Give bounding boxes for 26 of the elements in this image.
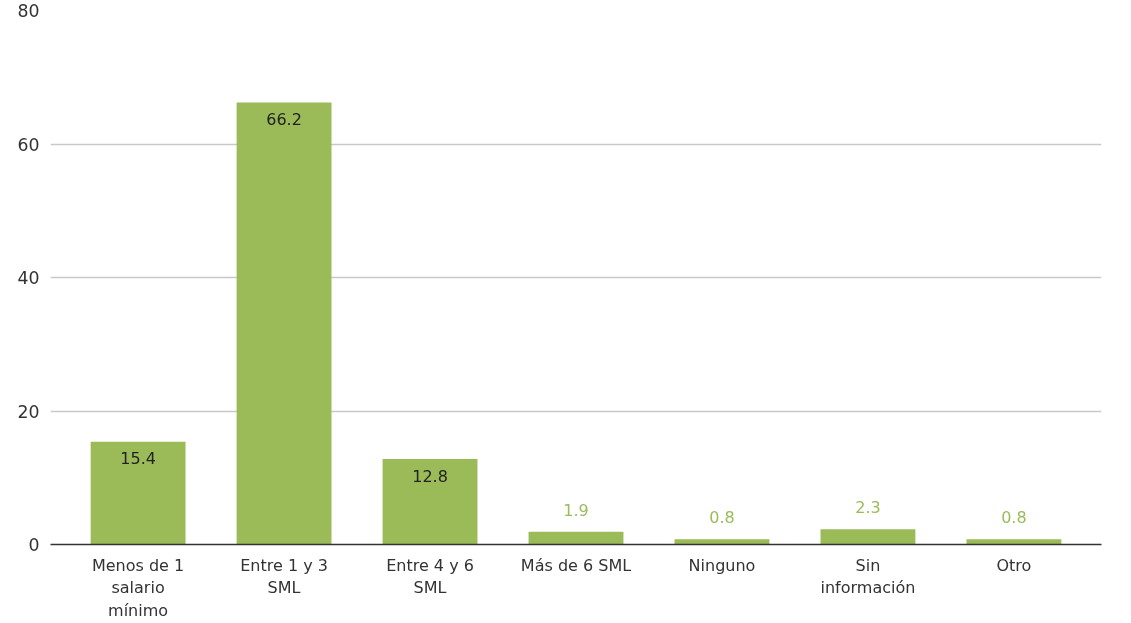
bar	[90, 441, 186, 545]
x-tick-label: Otro	[996, 555, 1032, 575]
x-tick-label: Sin información	[820, 555, 916, 598]
data-label: 2.3	[855, 498, 881, 518]
x-tick-label: Menos de 1 salario mínimo	[91, 555, 185, 621]
data-label: 12.8	[412, 466, 448, 486]
x-tick-label: Entre 4 y 6 SML	[386, 555, 474, 598]
data-label: 15.4	[120, 449, 156, 469]
y-tick-label: 20	[17, 401, 40, 422]
y-tick-label: 80	[17, 1, 40, 21]
bar	[820, 529, 916, 545]
bar	[966, 539, 1062, 545]
x-tick-label: Ninguno	[688, 555, 756, 575]
data-label: 1.9	[563, 500, 589, 520]
bar	[528, 531, 624, 545]
data-label: 66.2	[266, 110, 302, 130]
x-tick-label: Entre 1 y 3 SML	[240, 555, 328, 598]
x-tick-label: Más de 6 SML	[520, 555, 632, 575]
bar	[382, 459, 478, 545]
data-label: 0.8	[709, 508, 735, 528]
bar	[674, 539, 770, 545]
data-label: 0.8	[1001, 508, 1027, 528]
y-tick-label: 0	[28, 535, 40, 555]
y-tick-label: 40	[17, 268, 40, 288]
y-tick-label: 60	[17, 134, 40, 155]
bar	[236, 102, 332, 545]
